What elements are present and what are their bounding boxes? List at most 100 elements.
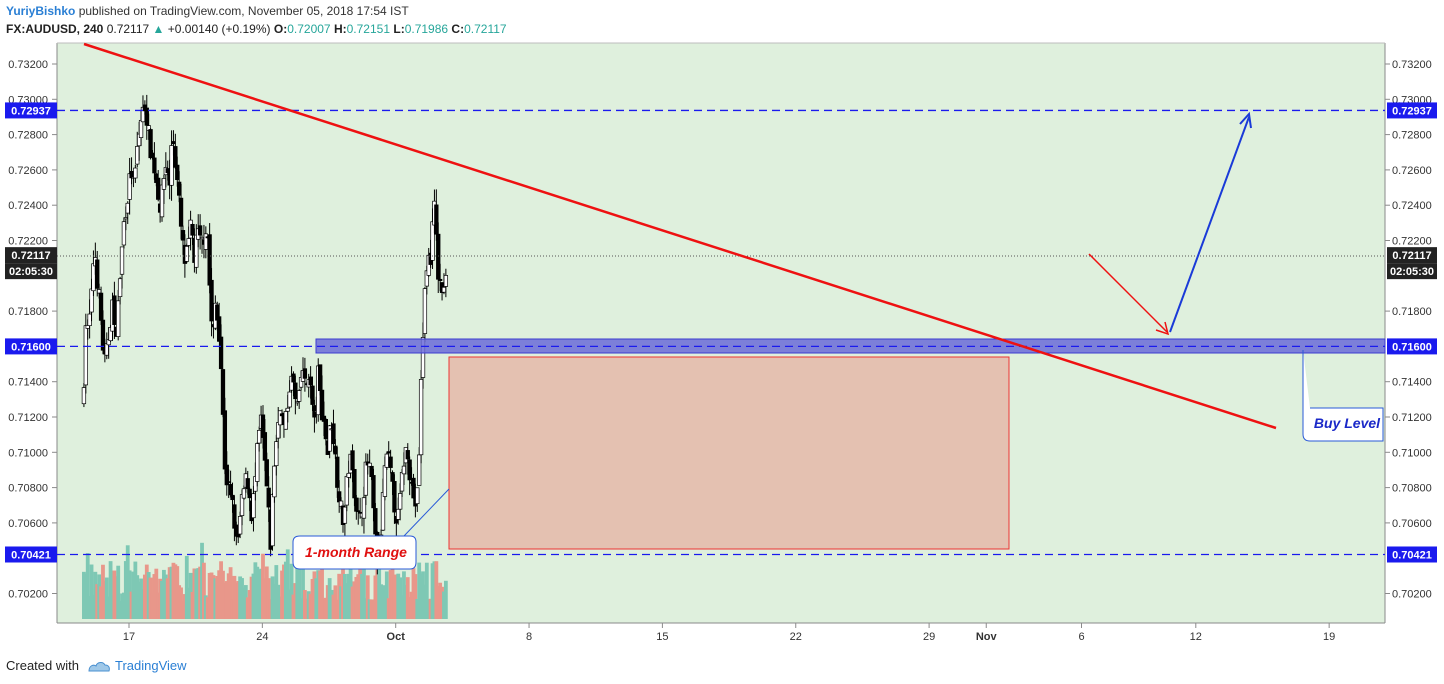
volume-bar-up bbox=[384, 571, 389, 619]
volume-bar-up bbox=[135, 575, 140, 619]
volume-bar-down bbox=[304, 598, 309, 619]
volume-bar-up bbox=[343, 574, 347, 619]
candle-up bbox=[418, 379, 424, 456]
candle-up bbox=[430, 221, 435, 261]
projection-down-arrowhead bbox=[1155, 321, 1170, 336]
y-tick-label-right: 0.72600 bbox=[1392, 165, 1432, 177]
volume-bar-up bbox=[162, 569, 166, 619]
volume-bar-up bbox=[379, 584, 383, 619]
level-lines bbox=[57, 109, 1385, 556]
y-tick-label-right: 0.72800 bbox=[1392, 130, 1432, 142]
created-with-text: Created with bbox=[6, 658, 79, 673]
volume-bar-down bbox=[318, 570, 323, 619]
volume-bar-down bbox=[354, 576, 359, 619]
volume-bar-up bbox=[137, 581, 142, 619]
volume-bar-up bbox=[344, 583, 349, 619]
volume-bar-down bbox=[436, 586, 441, 619]
open-label: O: bbox=[273, 22, 288, 36]
tradingview-brand[interactable]: TradingView bbox=[87, 658, 187, 673]
y-tick-label-left: 0.72800 bbox=[8, 130, 48, 142]
volume-bar-up bbox=[122, 592, 126, 619]
volume-bar-down bbox=[226, 573, 231, 619]
volume-bar-up bbox=[287, 589, 292, 619]
volume-bar-up bbox=[259, 568, 263, 619]
volume-bar-down bbox=[405, 577, 410, 619]
symbol-info: FX:AUDUSD, 240 0.72117 ▲ +0.00140 (+0.19… bbox=[6, 22, 507, 36]
candle-down bbox=[405, 450, 410, 460]
volume-bar-up bbox=[403, 584, 408, 619]
volume-bar-up bbox=[123, 561, 128, 619]
volume-bar-up bbox=[91, 594, 96, 619]
volume-bar-up bbox=[272, 583, 277, 619]
candle-up bbox=[123, 217, 128, 220]
projection-up-arrowhead bbox=[1239, 111, 1252, 129]
volume-bar-down bbox=[375, 543, 380, 619]
candle-down bbox=[388, 456, 393, 468]
buy-callout[interactable] bbox=[1302, 350, 1384, 442]
y-tick-label-left: 0.72400 bbox=[8, 200, 48, 212]
current-price-box-right bbox=[1387, 247, 1437, 264]
volume-bar-up bbox=[316, 570, 321, 619]
volume-bar-up bbox=[104, 577, 109, 619]
candle-up bbox=[272, 465, 277, 498]
volume-bar-down bbox=[112, 570, 117, 619]
volume-bar-down bbox=[264, 566, 269, 619]
volume-bar-down bbox=[192, 568, 197, 619]
volume-bar-down bbox=[234, 582, 239, 619]
volume-bar-up bbox=[125, 545, 130, 619]
volume-bar-up bbox=[89, 564, 94, 619]
candle-down bbox=[178, 197, 184, 227]
level-label-box-left bbox=[5, 338, 57, 355]
volume-bar-up bbox=[421, 571, 425, 619]
candle-up bbox=[401, 465, 407, 475]
candle-down bbox=[352, 469, 357, 499]
candle-up bbox=[297, 390, 302, 402]
author-name[interactable]: YuriyBishko bbox=[6, 4, 76, 18]
volume-bar-up bbox=[381, 590, 385, 619]
volume-bar-down bbox=[350, 586, 355, 619]
x-tick-label: 19 bbox=[1323, 631, 1335, 643]
x-tick-label: 17 bbox=[123, 631, 135, 643]
volume-bar-down bbox=[209, 572, 214, 619]
candle-down bbox=[337, 491, 342, 503]
volume-bar-down bbox=[365, 575, 370, 619]
candle-up bbox=[396, 508, 401, 520]
volume-bar-up bbox=[85, 553, 90, 619]
countdown-label-left: 02:05:30 bbox=[9, 266, 53, 278]
volume-bar-up bbox=[274, 565, 279, 619]
candle-down bbox=[100, 319, 106, 351]
volume-bar-up bbox=[106, 596, 111, 619]
volume-bar-up bbox=[415, 599, 420, 619]
candle-down bbox=[177, 181, 182, 196]
y-tick-label-right: 0.71000 bbox=[1392, 447, 1432, 459]
candle-down bbox=[323, 418, 328, 440]
candle-down bbox=[218, 336, 224, 370]
volume-bar-up bbox=[87, 596, 92, 619]
volume-bar-down bbox=[152, 574, 157, 619]
volume-bar-down bbox=[211, 575, 216, 619]
candle-up bbox=[417, 454, 422, 486]
candle-down bbox=[333, 445, 338, 455]
tradingview-label: TradingView bbox=[114, 658, 187, 673]
candle-down bbox=[371, 475, 376, 509]
publish-text: published on TradingView.com, November 0… bbox=[78, 4, 409, 18]
volume-bar-down bbox=[369, 599, 374, 619]
volume-bar-up bbox=[339, 586, 343, 619]
volume-bar-down bbox=[158, 578, 163, 619]
countdown-box-right bbox=[1387, 263, 1437, 280]
candle-down bbox=[220, 369, 226, 415]
candle-up bbox=[283, 411, 288, 430]
volume-bar-down bbox=[207, 572, 212, 619]
candle-down bbox=[228, 484, 233, 496]
volume-bar-down bbox=[434, 561, 439, 619]
current-price-label-right: 0.72117 bbox=[1392, 250, 1431, 262]
candle-down bbox=[436, 233, 441, 280]
volume-bar-up bbox=[131, 571, 136, 619]
y-tick-label-right: 0.73200 bbox=[1392, 59, 1432, 71]
range-callout[interactable] bbox=[292, 488, 450, 570]
volume-bar-down bbox=[282, 564, 286, 619]
candle-up bbox=[138, 119, 144, 138]
volume-bar-down bbox=[177, 585, 182, 619]
volume-bar-down bbox=[247, 590, 252, 619]
